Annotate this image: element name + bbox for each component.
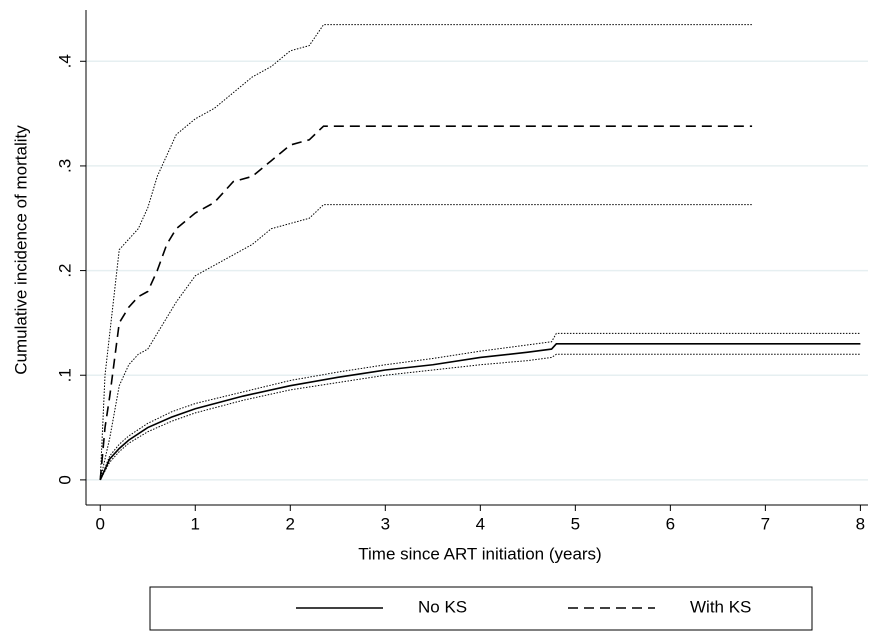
x-tick-label: 3 xyxy=(381,514,390,533)
x-tick-label: 2 xyxy=(286,514,295,533)
plot-area xyxy=(86,10,868,505)
y-tick-label: .1 xyxy=(55,368,74,382)
x-tick-label: 5 xyxy=(571,514,580,533)
y-tick-label: .2 xyxy=(55,263,74,277)
ci-line xyxy=(99,204,753,480)
ci-line xyxy=(99,332,861,481)
y-tick-label: 0 xyxy=(55,475,74,484)
legend-label: No KS xyxy=(418,597,467,616)
ci-line xyxy=(99,353,861,481)
x-tick-label: 8 xyxy=(856,514,865,533)
x-tick-label: 7 xyxy=(761,514,770,533)
x-tick-label: 0 xyxy=(96,514,105,533)
x-tick-label: 1 xyxy=(191,514,200,533)
x-axis-title: Time since ART initiation (years) xyxy=(358,544,601,563)
x-tick-label: 6 xyxy=(666,514,675,533)
line xyxy=(99,343,861,481)
legend-box xyxy=(149,586,813,631)
ci-line xyxy=(99,24,753,480)
x-tick-label: 4 xyxy=(476,514,485,533)
y-tick-label: .4 xyxy=(55,54,74,68)
y-axis-title: Cumulative incidence of mortality xyxy=(11,125,30,375)
y-tick-label: .3 xyxy=(55,159,74,173)
legend-label: With KS xyxy=(690,597,751,616)
